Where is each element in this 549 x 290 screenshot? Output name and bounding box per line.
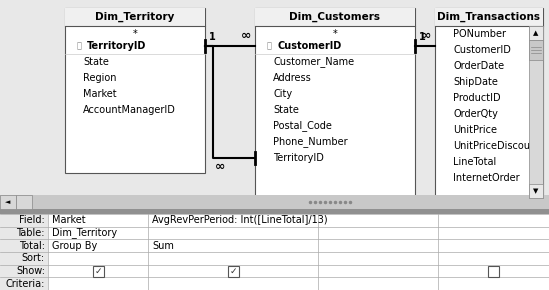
- Bar: [255, 8, 415, 198]
- Bar: [227, 266, 238, 276]
- Text: 1: 1: [209, 32, 216, 42]
- Text: Customer_Name: Customer_Name: [273, 57, 354, 68]
- Bar: [92, 266, 104, 276]
- Text: *: *: [133, 29, 137, 39]
- Text: TerritoryID: TerritoryID: [87, 41, 147, 51]
- Bar: [0, 195, 549, 209]
- Text: CustomerID: CustomerID: [453, 45, 511, 55]
- Text: State: State: [83, 57, 109, 67]
- Text: Phone_Number: Phone_Number: [273, 137, 348, 147]
- Text: Table:: Table:: [16, 228, 45, 238]
- Text: State: State: [273, 105, 299, 115]
- Bar: [529, 26, 543, 40]
- Text: Group By: Group By: [52, 241, 97, 251]
- Text: Total:: Total:: [19, 241, 45, 251]
- Text: Dim_Territory: Dim_Territory: [52, 228, 117, 238]
- Text: Dim_Customers: Dim_Customers: [289, 12, 380, 22]
- Text: Sort:: Sort:: [22, 253, 45, 263]
- Text: Market: Market: [83, 89, 116, 99]
- Text: Field:: Field:: [19, 215, 45, 225]
- Bar: [435, 8, 543, 198]
- Text: OrderQty: OrderQty: [453, 109, 498, 119]
- Bar: [16, 195, 32, 209]
- Text: Postal_Code: Postal_Code: [273, 121, 332, 131]
- Bar: [65, 8, 205, 173]
- Bar: [435, 8, 543, 26]
- Text: AccountManagerID: AccountManagerID: [83, 105, 176, 115]
- Text: 1: 1: [419, 32, 426, 42]
- Text: *: *: [333, 29, 338, 39]
- Text: AvgRevPerPeriod: Int([LineTotal]/13): AvgRevPerPeriod: Int([LineTotal]/13): [152, 215, 328, 225]
- Bar: [529, 26, 543, 198]
- Text: TerritoryID: TerritoryID: [273, 153, 324, 163]
- Bar: [529, 184, 543, 198]
- Text: Criteria:: Criteria:: [5, 279, 45, 289]
- Bar: [0, 209, 549, 214]
- Text: Address: Address: [273, 73, 312, 83]
- Text: ✓: ✓: [229, 267, 237, 275]
- Text: ⚿: ⚿: [76, 41, 81, 50]
- Text: OrderDate: OrderDate: [453, 61, 504, 71]
- Text: ∞: ∞: [215, 160, 226, 173]
- Bar: [48, 214, 549, 290]
- Text: LineTotal: LineTotal: [453, 157, 496, 167]
- Bar: [0, 195, 16, 209]
- Text: ⚿: ⚿: [266, 41, 272, 50]
- Text: City: City: [273, 89, 292, 99]
- Text: CustomerID: CustomerID: [277, 41, 341, 51]
- Text: Dim_Transactions: Dim_Transactions: [438, 12, 541, 22]
- Text: ✓: ✓: [94, 267, 102, 275]
- Text: UnitPrice: UnitPrice: [453, 125, 497, 135]
- Text: ProductID: ProductID: [453, 93, 501, 103]
- Bar: [0, 0, 549, 195]
- Text: InternetOrder: InternetOrder: [453, 173, 519, 183]
- Text: ▼: ▼: [533, 188, 539, 194]
- Text: Dim_Territory: Dim_Territory: [96, 12, 175, 22]
- Text: ∞: ∞: [421, 29, 431, 42]
- Bar: [65, 8, 205, 26]
- Bar: [488, 266, 499, 276]
- Text: UnitPriceDiscou: UnitPriceDiscou: [453, 141, 530, 151]
- Bar: [0, 214, 48, 290]
- Text: Sum: Sum: [152, 241, 174, 251]
- Text: ShipDate: ShipDate: [453, 77, 498, 87]
- Text: ▲: ▲: [533, 30, 539, 36]
- Text: Show:: Show:: [16, 266, 45, 276]
- Text: ∞: ∞: [240, 29, 251, 42]
- Bar: [529, 40, 543, 60]
- Bar: [255, 8, 415, 26]
- Text: Region: Region: [83, 73, 116, 83]
- Text: Market: Market: [52, 215, 86, 225]
- Text: ◄: ◄: [5, 199, 10, 205]
- Text: PONumber: PONumber: [453, 29, 506, 39]
